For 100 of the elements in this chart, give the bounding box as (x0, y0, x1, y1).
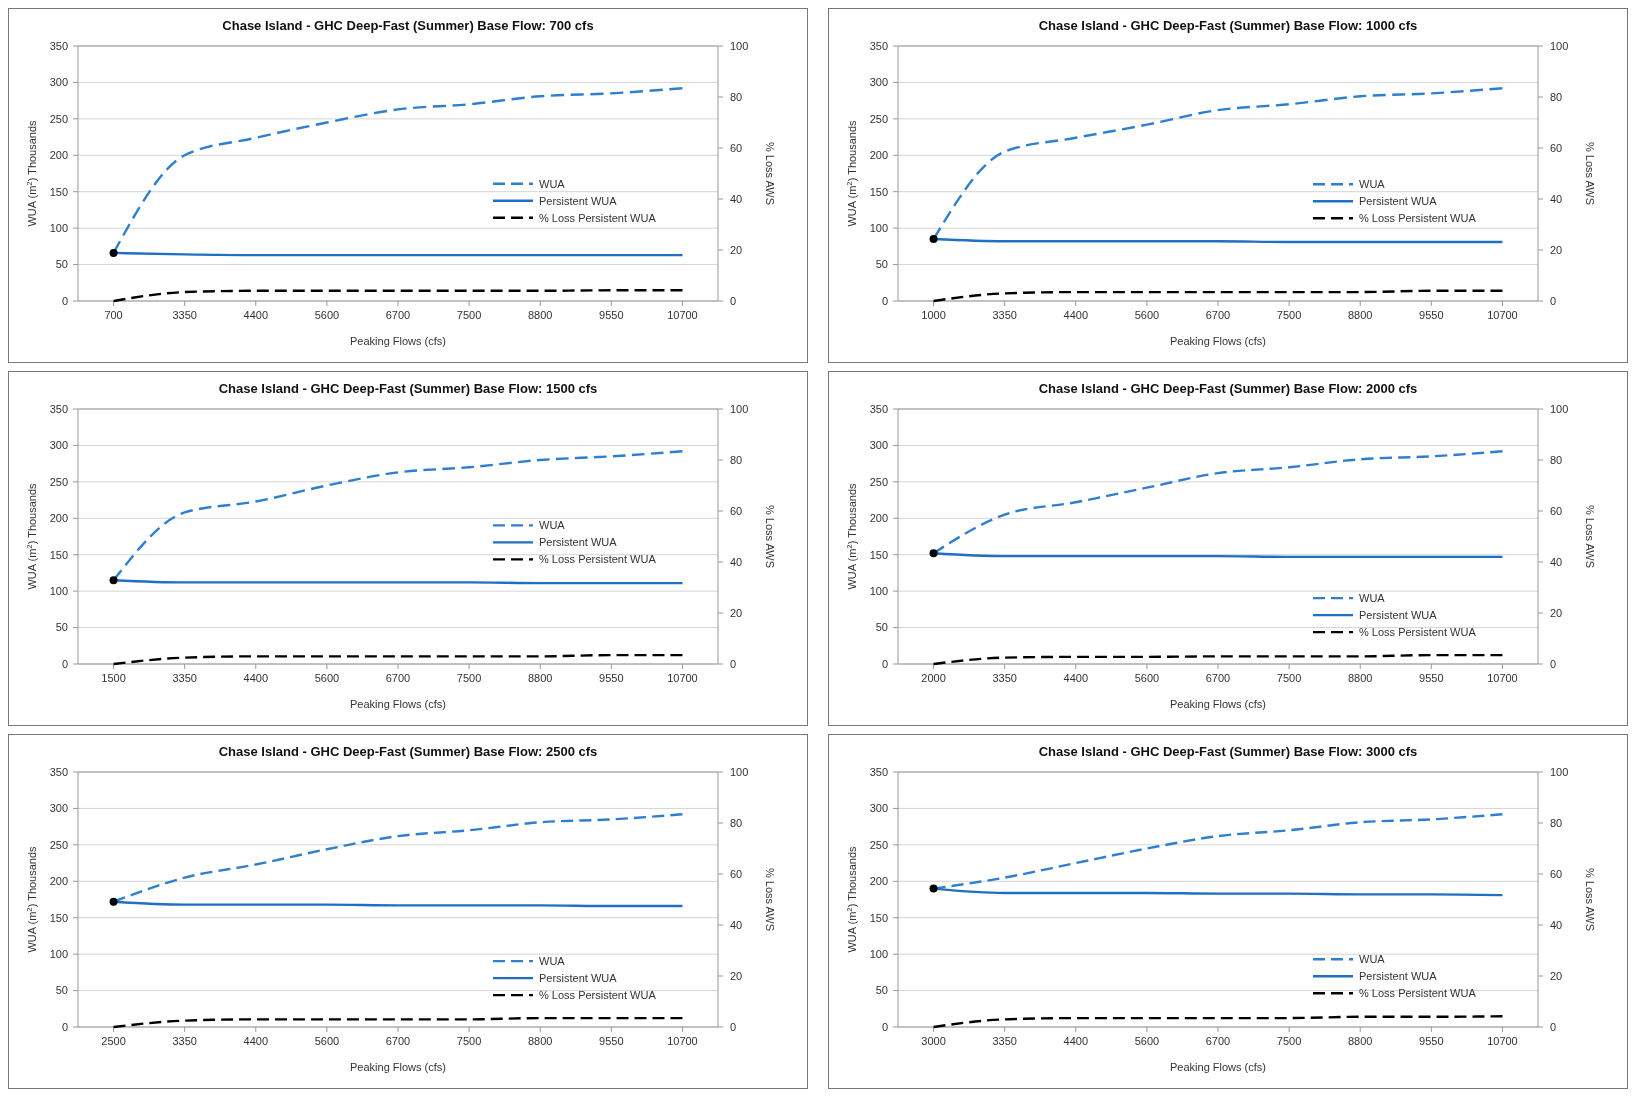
y2-tick-label: 20 (730, 969, 743, 982)
y-tick-label: 300 (49, 802, 68, 815)
y-tick-label: 350 (49, 402, 68, 415)
y-tick-label: 350 (49, 39, 68, 52)
y2-tick-label: 40 (730, 555, 743, 568)
y2-tick-label: 40 (1550, 192, 1563, 205)
line-series (112, 1016, 684, 1029)
x-tick-label: 3350 (172, 309, 197, 321)
x-tick-label: 8800 (527, 309, 553, 321)
x-tick-label: 3350 (992, 672, 1017, 684)
x-axis-title: Peaking Flows (cfs) (1170, 1061, 1266, 1073)
y-tick-label: 150 (49, 185, 68, 198)
legend-label: Persistent WUA (539, 194, 618, 207)
x-tick-label: 3350 (992, 1035, 1017, 1047)
y2-tick-label: 60 (730, 504, 743, 517)
x-axis-title: Peaking Flows (cfs) (350, 698, 446, 710)
y-tick-label: 200 (49, 149, 68, 162)
y-tick-label: 200 (49, 512, 68, 525)
y-tick-label: 100 (869, 221, 888, 234)
y-tick-label: 350 (869, 402, 888, 415)
y2-tick-label: 80 (1550, 453, 1563, 466)
y-tick-label: 350 (49, 765, 68, 778)
y2-tick-label: 20 (730, 606, 743, 619)
y2-tick-label: 100 (1550, 39, 1569, 52)
y-tick-label: 0 (61, 657, 68, 670)
y2-tick-label: 40 (730, 192, 743, 205)
x-axis-title: Peaking Flows (cfs) (350, 1061, 446, 1073)
x-tick-label: 8800 (1347, 309, 1373, 321)
x-tick-label: 2500 (101, 1035, 126, 1047)
x-tick-label: 4400 (243, 1035, 269, 1047)
y2-tick-label: 60 (1550, 141, 1563, 154)
x-tick-label: 10700 (667, 1035, 698, 1047)
x-tick-label: 5600 (1134, 309, 1160, 321)
y-tick-label: 100 (49, 947, 68, 960)
x-tick-label: 8800 (527, 1035, 553, 1047)
y2-tick-label: 40 (730, 918, 743, 931)
y-tick-label: 150 (869, 548, 888, 561)
x-tick-label: 4400 (1063, 1035, 1089, 1047)
x-tick-label: 1500 (101, 672, 126, 684)
y-tick-label: 300 (49, 76, 68, 89)
y2-tick-label: 60 (1550, 504, 1563, 517)
x-axis-title: Peaking Flows (cfs) (1170, 698, 1266, 710)
y2-tick-label: 40 (1550, 918, 1563, 931)
legend-label: WUA (1359, 591, 1386, 604)
x-tick-label: 4400 (1063, 672, 1089, 684)
y2-tick-label: 80 (1550, 816, 1563, 829)
y-tick-label: 150 (49, 548, 68, 561)
x-tick-label: 8800 (527, 672, 553, 684)
legend-label: WUA (539, 177, 566, 190)
y-tick-label: 250 (869, 112, 888, 125)
x-tick-label: 9550 (1419, 309, 1444, 321)
y2-axis-title: % Loss AWS (764, 504, 776, 569)
y2-tick-label: 20 (1550, 606, 1563, 619)
x-axis-title: Peaking Flows (cfs) (350, 335, 446, 347)
y-tick-label: 50 (55, 984, 68, 997)
x-tick-label: 7500 (456, 1035, 482, 1047)
legend-label: % Loss Persistent WUA (1359, 625, 1477, 638)
line-series (112, 653, 684, 666)
x-tick-label: 6700 (385, 672, 411, 684)
x-tick-label: 6700 (1205, 309, 1231, 321)
y-tick-label: 150 (869, 185, 888, 198)
x-tick-label: 7500 (456, 309, 482, 321)
y2-tick-label: 40 (1550, 555, 1563, 568)
x-tick-label: 9550 (599, 672, 624, 684)
x-tick-label: 3350 (992, 309, 1017, 321)
legend-label: Persistent WUA (1359, 970, 1438, 983)
y2-tick-label: 20 (1550, 243, 1563, 256)
chart-title: Chase Island - GHC Deep-Fast (Summer) Base Flow: 1000 cfs (1038, 18, 1418, 33)
x-tick-label: 6700 (1205, 1035, 1231, 1047)
y-tick-label: 300 (869, 802, 888, 815)
line-series (932, 1015, 1504, 1029)
line-series (112, 289, 684, 303)
y-tick-label: 50 (875, 258, 888, 271)
y-tick-label: 200 (869, 512, 888, 525)
y2-tick-label: 0 (1550, 1020, 1557, 1033)
x-tick-label: 5600 (1134, 672, 1160, 684)
chart-title: Chase Island - GHC Deep-Fast (Summer) Base Flow: 2000 cfs (1038, 381, 1418, 396)
legend-label: WUA (1359, 953, 1386, 966)
x-tick-label: 8800 (1347, 1035, 1373, 1047)
y-tick-label: 150 (869, 911, 888, 924)
x-tick-label: 3000 (921, 1035, 946, 1047)
y-tick-label: 200 (869, 875, 888, 888)
x-tick-label: 4400 (1063, 309, 1089, 321)
x-tick-label: 9550 (1419, 1035, 1444, 1047)
y2-tick-label: 60 (730, 141, 743, 154)
line-series (932, 289, 1504, 303)
x-tick-label: 5600 (314, 309, 340, 321)
y-tick-label: 250 (49, 838, 68, 851)
legend-label: % Loss Persistent WUA (1359, 212, 1477, 225)
y-tick-label: 150 (49, 911, 68, 924)
legend-label: WUA (539, 519, 566, 532)
y2-tick-label: 100 (730, 402, 749, 415)
y2-axis-title: % Loss AWS (764, 867, 776, 932)
y2-tick-label: 80 (730, 90, 743, 103)
y2-axis-title: % Loss AWS (764, 141, 776, 206)
legend-label: % Loss Persistent WUA (539, 553, 657, 566)
x-tick-label: 8800 (1347, 672, 1373, 684)
y2-tick-label: 0 (730, 657, 737, 670)
y2-tick-label: 20 (730, 243, 743, 256)
legend-label: Persistent WUA (1359, 195, 1438, 208)
